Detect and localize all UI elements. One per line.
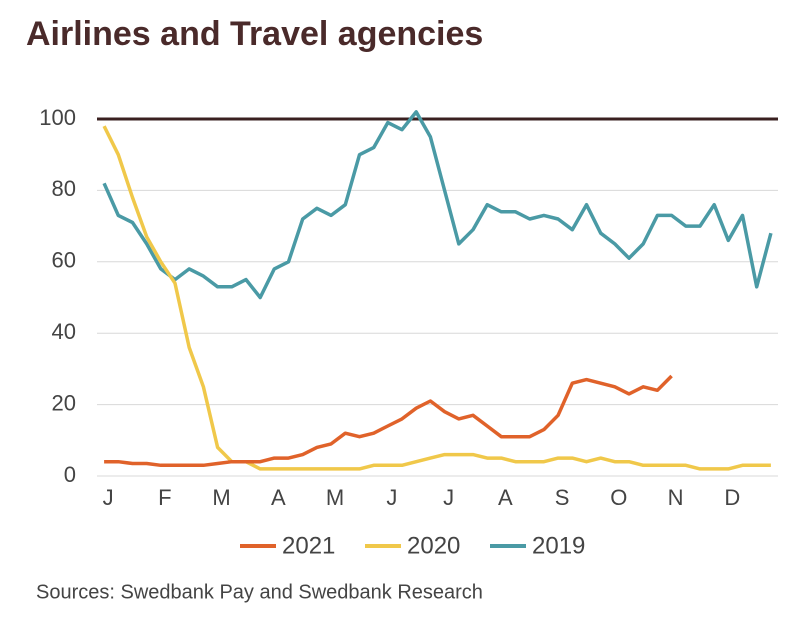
legend-label: 2021 xyxy=(282,532,335,559)
y-tick-label: 100 xyxy=(39,105,76,130)
x-tick-label: J xyxy=(103,485,114,510)
x-tick-label: D xyxy=(724,485,740,510)
chart-title: Airlines and Travel agencies xyxy=(26,15,483,53)
source-note: Sources: Swedbank Pay and Swedbank Resea… xyxy=(36,581,483,603)
y-tick-label: 80 xyxy=(52,176,76,201)
x-tick-label: O xyxy=(610,485,627,510)
y-tick-label: 20 xyxy=(52,390,76,415)
y-tick-label: 40 xyxy=(52,319,76,344)
x-tick-label: J xyxy=(386,485,397,510)
x-tick-label: N xyxy=(668,485,684,510)
x-tick-label: F xyxy=(158,485,171,510)
series-line xyxy=(104,374,673,468)
x-tick-label: A xyxy=(271,485,286,510)
y-tick-label: 0 xyxy=(64,462,76,487)
x-tick-label: J xyxy=(443,485,454,510)
x-tick-label: A xyxy=(498,485,513,510)
legend-label: 2019 xyxy=(532,532,585,559)
series-line xyxy=(102,110,773,300)
legend-label: 2020 xyxy=(407,532,460,559)
y-tick-label: 60 xyxy=(52,248,76,273)
x-tick-label: S xyxy=(555,485,570,510)
series-line xyxy=(102,125,771,471)
x-tick-label: M xyxy=(326,485,344,510)
x-tick-label: M xyxy=(212,485,230,510)
